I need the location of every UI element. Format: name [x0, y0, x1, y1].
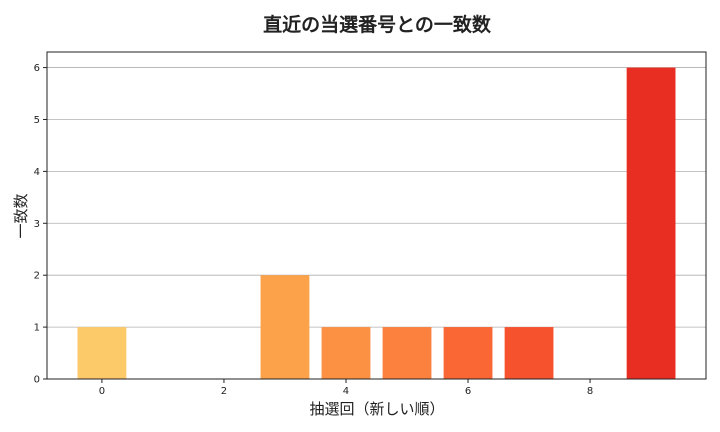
y-tick-label: 3: [34, 219, 40, 230]
y-tick-label: 0: [34, 375, 40, 386]
y-tick-label: 2: [34, 271, 40, 282]
bar: [77, 327, 127, 379]
bar: [382, 327, 432, 379]
x-tick-label: 8: [587, 386, 593, 397]
chart-title: 直近の当選番号との一致数: [263, 13, 492, 36]
bar: [260, 275, 310, 379]
y-tick-label: 4: [34, 167, 40, 178]
bar: [504, 327, 554, 379]
y-tick-label: 5: [34, 115, 40, 126]
x-ticks: 0 2 4 6 8: [99, 379, 593, 397]
y-ticks: 0 1 2 3 4 5 6: [34, 63, 47, 386]
plot-frame: [46, 51, 707, 380]
y-axis-label: 一致数: [12, 193, 30, 238]
x-tick-label: 2: [221, 386, 227, 397]
bar: [443, 327, 493, 379]
bars: [77, 67, 676, 380]
x-tick-label: 6: [465, 386, 471, 397]
bar: [321, 327, 371, 379]
y-tick-label: 6: [34, 63, 40, 74]
x-tick-label: 0: [99, 386, 105, 397]
x-axis-label: 抽選回（新しい順）: [309, 400, 444, 418]
bar: [626, 67, 676, 380]
y-tick-label: 1: [34, 323, 40, 334]
gridlines: [47, 67, 706, 380]
x-tick-label: 4: [343, 386, 349, 397]
